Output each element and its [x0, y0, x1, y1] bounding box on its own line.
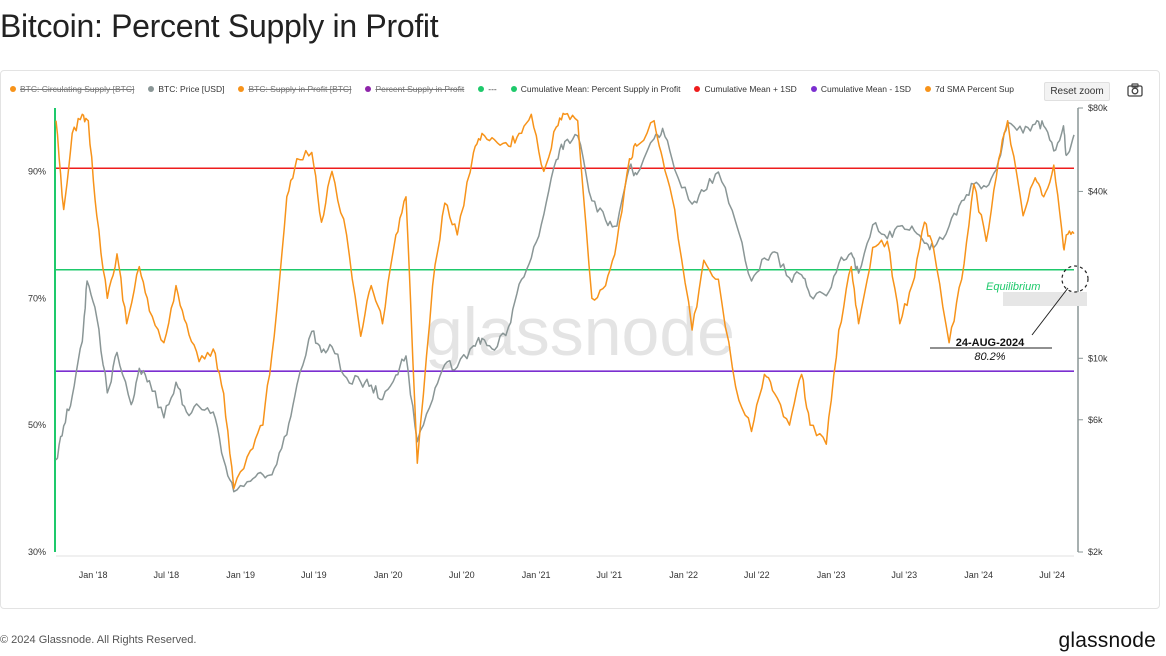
y-right-tick-label: $40k	[1088, 186, 1108, 196]
legend-marker	[10, 86, 16, 92]
legend-item[interactable]: Cumulative Mean: Percent Supply in Profi…	[510, 84, 681, 94]
date-callout: 24-AUG-2024	[956, 337, 1025, 349]
legend-item[interactable]: 7d SMA Percent Sup	[925, 84, 1014, 94]
legend-item[interactable]: BTC: Circulating Supply [BTC]	[10, 84, 134, 94]
legend-label: BTC: Circulating Supply [BTC]	[20, 84, 135, 94]
legend-marker	[238, 86, 245, 92]
legend-marker	[510, 86, 517, 92]
x-tick-label: Jan '22	[669, 570, 698, 580]
chart-legend: BTC: Circulating Supply [BTC] BTC: Price …	[10, 82, 1014, 96]
x-tick-label: Jan '23	[817, 570, 846, 580]
copyright-text: © 2024 Glassnode. All Rights Reserved.	[0, 634, 197, 646]
value-callout: 80.2%	[974, 351, 1005, 363]
legend-item[interactable]: Percent Supply in Profit	[365, 84, 464, 94]
y-right-tick-label: $2k	[1088, 547, 1103, 557]
percent-supply-series-line	[55, 112, 1075, 490]
x-tick-label: Jul '23	[891, 570, 917, 580]
y-right-tick-label: $80k	[1088, 103, 1108, 113]
x-tick-label: Jan '18	[79, 570, 108, 580]
equilibrium-label: Equilibrium	[986, 281, 1040, 293]
legend-label: ---	[488, 84, 497, 94]
page-title: Bitcoin: Percent Supply in Profit	[0, 8, 439, 44]
legend-marker	[365, 86, 372, 92]
x-tick-label: Jan '20	[374, 570, 403, 580]
legend-item[interactable]: ---	[478, 84, 497, 94]
legend-label: Cumulative Mean + 1SD	[704, 84, 797, 94]
legend-label: BTC: Price [USD]	[158, 84, 225, 94]
y-right-tick-label: $10k	[1088, 353, 1108, 363]
reset-zoom-button[interactable]: Reset zoom	[1044, 82, 1110, 101]
x-tick-label: Jul '19	[301, 570, 327, 580]
x-tick-label: Jul '21	[596, 570, 622, 580]
legend-item[interactable]: Cumulative Mean + 1SD	[694, 84, 797, 94]
y-left-tick-label: 30%	[28, 547, 46, 557]
price-series-line	[55, 119, 1075, 493]
y-left-tick-label: 90%	[28, 166, 46, 176]
legend-label: Cumulative Mean - 1SD	[820, 84, 912, 94]
legend-marker	[694, 86, 701, 92]
camera-icon[interactable]	[1126, 82, 1144, 98]
chart-plot: glassnode 30% 50% 70% 90% $2k $6k $10k $40k $80k J…	[28, 103, 1108, 580]
legend-label: Percent Supply in Profit	[375, 84, 465, 94]
legend-item[interactable]: BTC: Supply in Profit [BTC]	[238, 84, 351, 94]
y-left-tick-label: 50%	[28, 420, 46, 430]
x-tick-label: Jul '24	[1039, 570, 1065, 580]
legend-marker	[478, 86, 485, 92]
legend-item[interactable]: Cumulative Mean - 1SD	[810, 84, 912, 94]
legend-label: 7d SMA Percent Sup	[935, 84, 1014, 94]
legend-marker	[810, 86, 817, 92]
x-tick-label: Jul '20	[449, 570, 475, 580]
callout-line	[1031, 287, 1069, 336]
legend-marker	[148, 86, 155, 92]
brand-logo: glassnode	[1058, 629, 1156, 652]
highlight-circle	[1061, 265, 1089, 293]
y-left-tick-label: 70%	[28, 293, 46, 303]
x-tick-label: Jan '24	[964, 570, 993, 580]
legend-label: BTC: Supply in Profit [BTC]	[248, 84, 352, 94]
x-tick-label: Jul '18	[153, 570, 179, 580]
legend-label: Cumulative Mean: Percent Supply in Profi…	[520, 84, 681, 94]
x-tick-label: Jan '19	[226, 570, 255, 580]
x-tick-label: Jan '21	[522, 570, 551, 580]
x-tick-label: Jul '22	[744, 570, 770, 580]
legend-marker	[925, 86, 932, 92]
legend-item[interactable]: BTC: Price [USD]	[148, 84, 224, 94]
equilibrium-label-bg	[1003, 292, 1087, 306]
watermark-text: glassnode	[425, 294, 735, 370]
y-right-tick-label: $6k	[1088, 415, 1103, 425]
